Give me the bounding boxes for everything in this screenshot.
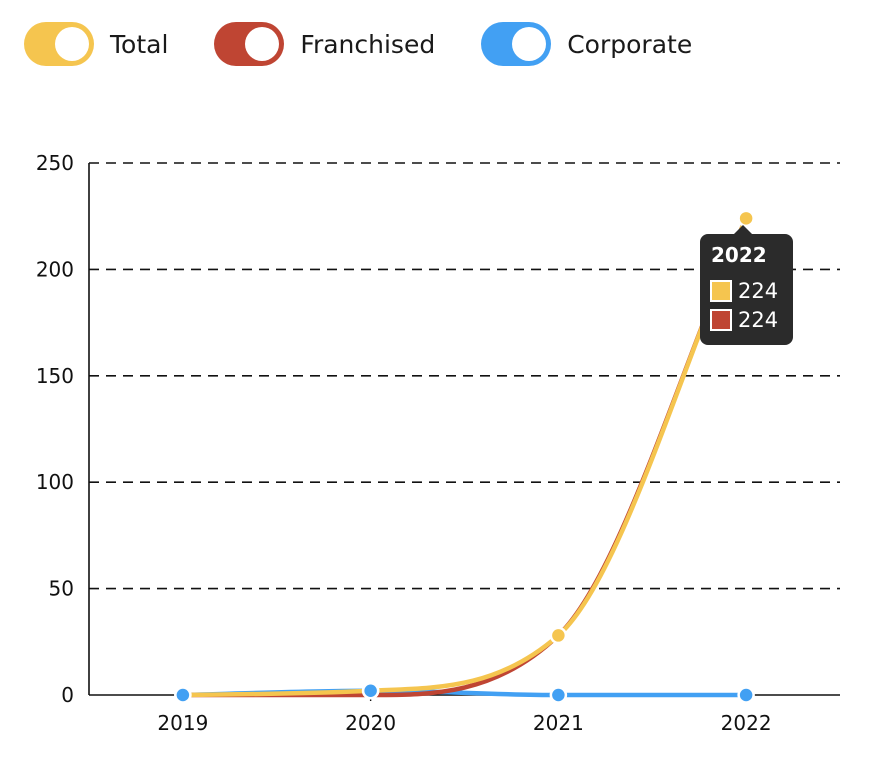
y-tick-label-0: 0 (61, 683, 74, 707)
toggle-knob (245, 27, 280, 61)
point-total-2021 (549, 626, 568, 645)
tooltip-swatch-franchised (710, 309, 732, 331)
legend-toggle-total[interactable] (24, 22, 94, 66)
legend-item-total[interactable]: Total (24, 22, 168, 66)
series-points (174, 209, 755, 704)
grid-lines (89, 162, 840, 590)
tooltip-value-franchised: 224 (738, 308, 779, 332)
y-tick-label-50: 50 (49, 577, 74, 601)
x-tick-label-2021: 2021 (533, 711, 584, 735)
x-tick-label-2019: 2019 (157, 711, 208, 735)
series-lines (180, 216, 749, 698)
tooltip-swatch-total (710, 280, 732, 302)
tooltip-row-total: 224 (710, 279, 778, 303)
legend-label-corporate: Corporate (567, 29, 693, 59)
y-axis-tick-labels: 0 50 100 150 200 250 (36, 151, 74, 707)
x-axis-tick-labels: 2019 2020 2021 2022 (157, 711, 771, 735)
tooltip-row-franchised: 224 (710, 308, 778, 332)
toggle-knob (55, 27, 89, 61)
point-corporate-2021 (549, 686, 568, 704)
x-tick-label-2022: 2022 (721, 711, 772, 735)
y-tick-label-150: 150 (36, 364, 74, 388)
legend-toggle-franchised[interactable] (214, 22, 285, 66)
point-total-2022 (737, 209, 755, 228)
legend-label-franchised: Franchised (300, 29, 436, 59)
tooltip-value-total: 224 (738, 279, 779, 303)
legend-toggle-corporate[interactable] (481, 22, 552, 66)
y-tick-label-250: 250 (36, 151, 74, 175)
legend-label-total: Total (110, 29, 169, 59)
point-corporate-2020 (361, 681, 380, 700)
point-corporate-2022 (737, 686, 755, 704)
x-tick-label-2020: 2020 (345, 711, 396, 735)
legend-item-franchised[interactable]: Franchised (214, 22, 435, 66)
point-corporate-2019 (174, 686, 192, 704)
series-line-franchised (180, 216, 749, 698)
legend-item-corporate[interactable]: Corporate (481, 22, 692, 66)
y-tick-label-100: 100 (36, 470, 74, 494)
data-tooltip: 2022 224 224 (700, 225, 793, 345)
series-line-total (180, 216, 749, 698)
toggle-knob (512, 27, 547, 61)
y-tick-label-200: 200 (36, 257, 74, 281)
tooltip-title: 2022 (711, 243, 767, 267)
chart-legend: Total Franchised Corporate (24, 22, 738, 66)
